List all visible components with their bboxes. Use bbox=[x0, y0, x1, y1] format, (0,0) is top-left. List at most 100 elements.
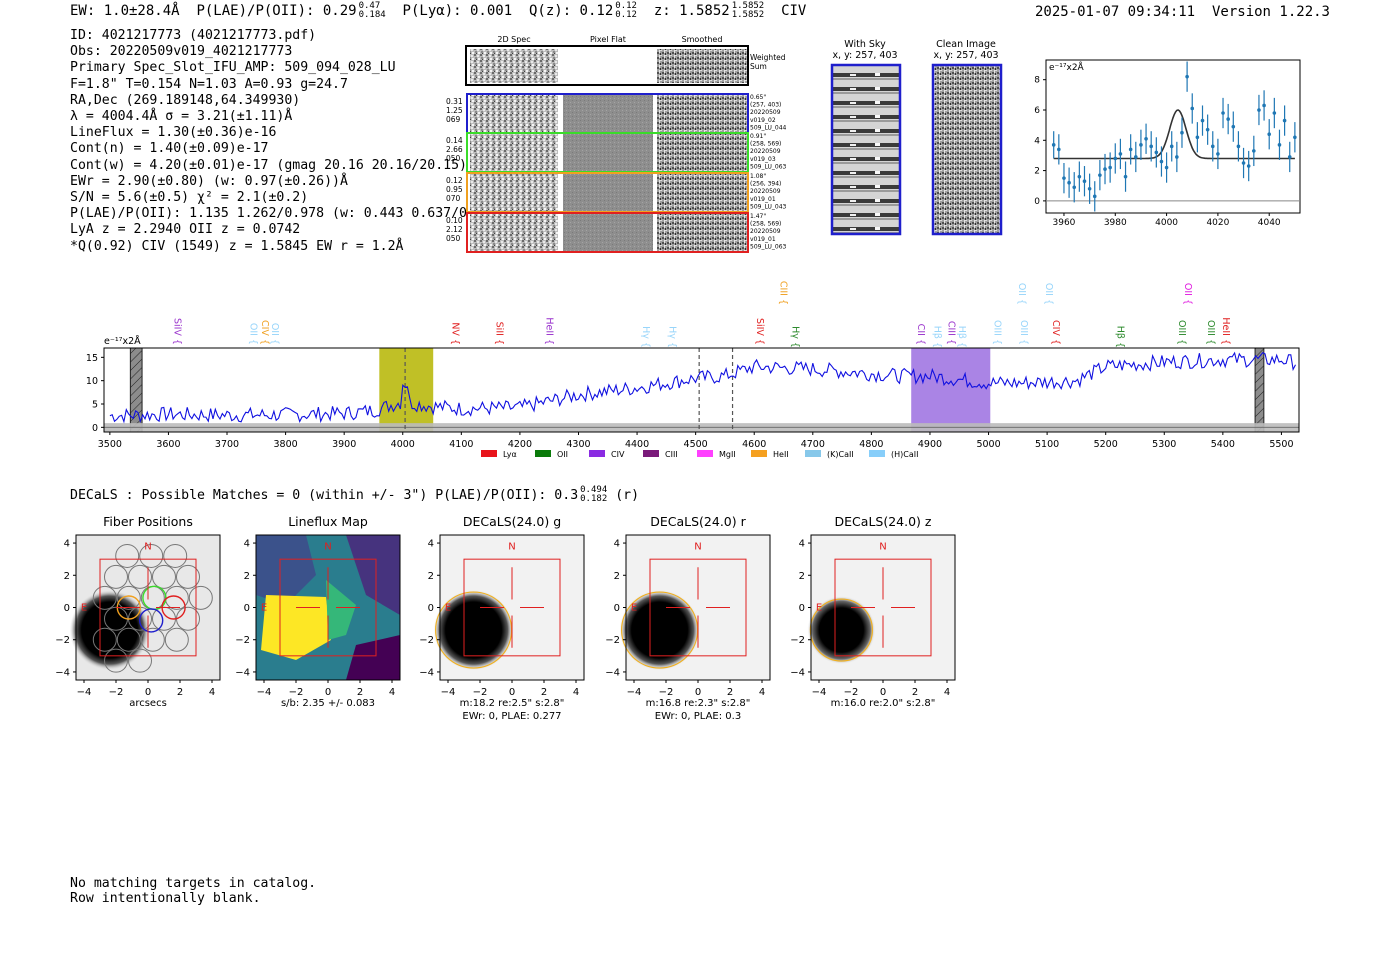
fiber-row-info: 20220509 bbox=[750, 109, 781, 116]
imaging-ytick-label: 2 bbox=[614, 571, 620, 582]
fiber-row-info: 0.65" bbox=[750, 94, 766, 101]
imaging-ytick-label: −2 bbox=[419, 635, 434, 646]
imaging-xtick-label: 4 bbox=[944, 687, 950, 698]
fiber-row-info: 509_LU_063 bbox=[750, 243, 787, 250]
fit-ytick-label: 8 bbox=[1034, 76, 1040, 86]
fit-data-point bbox=[1262, 103, 1266, 108]
fit-data-point bbox=[1051, 143, 1056, 147]
imaging-xtick-label: 0 bbox=[145, 687, 151, 698]
imaging-xtick-label: 4 bbox=[573, 687, 579, 698]
fiber-row-info: 509_LU_044 bbox=[750, 124, 787, 131]
imaging-ytick-label: −2 bbox=[605, 635, 620, 646]
north-label: N bbox=[144, 542, 151, 553]
info-line: RA,Dec (269.189148,64.349930) bbox=[70, 92, 301, 108]
emission-line-label: CII { bbox=[915, 324, 926, 345]
imaging-ytick-label: −2 bbox=[790, 635, 805, 646]
header-qz: Q(z): 0.12 bbox=[528, 3, 614, 19]
emission-line-label: CIII { bbox=[946, 321, 957, 345]
fiber-row-info: 20220509 bbox=[750, 228, 781, 235]
header-meta: 2025-01-07 09:34:11 Version 1.22.3 bbox=[1035, 4, 1330, 20]
fit-data-point bbox=[1062, 176, 1066, 180]
fit-data-point bbox=[1236, 144, 1241, 149]
imaging-xtick-label: 2 bbox=[357, 687, 363, 698]
info-line: Cont(w) = 4.20(±0.01)e-17 (gmag 20.16 20… bbox=[70, 157, 467, 173]
imaging-xtick-label: −2 bbox=[289, 687, 304, 698]
spectrum-legend-swatch bbox=[697, 450, 713, 457]
fit-data-point bbox=[1287, 155, 1292, 159]
spectrum-legend-label: HeII bbox=[773, 450, 789, 459]
east-label: E bbox=[816, 603, 822, 614]
fiber-row-info: 20220509 bbox=[750, 188, 781, 195]
galaxy-aperture bbox=[809, 598, 874, 662]
fit-data-point bbox=[1067, 180, 1071, 185]
fit-data-point bbox=[1200, 118, 1205, 123]
fiber-row-stat: 0.10 bbox=[446, 216, 463, 225]
header-z: z: 1.5852 bbox=[653, 3, 730, 19]
fit-data-point bbox=[1057, 147, 1061, 152]
galaxy-source bbox=[807, 596, 876, 665]
fit-data-point bbox=[1267, 132, 1272, 137]
emission-line-label: OIII { bbox=[1176, 320, 1187, 345]
imaging-ytick-label: 2 bbox=[64, 571, 70, 582]
fit-data-point bbox=[1164, 165, 1169, 170]
fiber-row-info: 0.91" bbox=[750, 133, 766, 140]
clean-image-frame bbox=[931, 63, 1003, 236]
imaging-panel-title: DECaLS(24.0) g bbox=[463, 514, 561, 529]
imaging-xtick-label: −2 bbox=[109, 687, 124, 698]
spectrum-xtick-label: 4400 bbox=[625, 439, 649, 450]
imaging-xtick-label: 4 bbox=[389, 687, 395, 698]
spectrum-xtick-label: 4700 bbox=[801, 439, 825, 450]
spectrum-ytick-label: 15 bbox=[86, 353, 98, 364]
fit-data-point bbox=[1231, 124, 1236, 129]
east-label: E bbox=[81, 603, 87, 614]
spectrum-xtick-label: 4200 bbox=[508, 439, 532, 450]
spectrum-legend-swatch bbox=[535, 450, 551, 457]
fiber-pixel-flat-cutout bbox=[563, 133, 653, 171]
fiber-footprint bbox=[152, 564, 176, 589]
imaging-xtick-label: −4 bbox=[257, 687, 272, 698]
info-line: Obs: 20220509v019_4021217773 bbox=[70, 44, 293, 60]
imaging-caption: s/b: 2.35 +/- 0.083 bbox=[281, 698, 375, 709]
imaging-ytick-label: −4 bbox=[605, 667, 620, 678]
spectrum-xtick-label: 4800 bbox=[859, 439, 883, 450]
fit-ytick-label: 4 bbox=[1034, 136, 1040, 146]
with-sky-title: x, y: 257, 403 bbox=[832, 50, 897, 61]
fit-data-point bbox=[1257, 108, 1261, 112]
imaging-xtick-label: 0 bbox=[880, 687, 886, 698]
fit-data-point bbox=[1159, 159, 1164, 164]
search-box bbox=[834, 558, 932, 657]
fit-data-point bbox=[1293, 135, 1297, 140]
fiber-row-info: (256, 394) bbox=[750, 181, 781, 188]
emission-line-label: OII { bbox=[269, 323, 280, 345]
north-label: N bbox=[879, 542, 886, 553]
east-label: E bbox=[445, 603, 451, 614]
imaging-panel-title: DECaLS(24.0) r bbox=[650, 514, 746, 529]
spectrum-ylabel: e⁻¹⁷x2Å bbox=[104, 335, 141, 347]
fiber-row-frame bbox=[466, 212, 749, 253]
fiber-footprint bbox=[128, 564, 152, 589]
spectrum-xtick-label: 3800 bbox=[273, 439, 297, 450]
fiber-row-stat: 069 bbox=[446, 115, 461, 124]
imaging-xtick-label: 2 bbox=[541, 687, 547, 698]
spectrum-legend-swatch bbox=[805, 450, 821, 457]
fiber-row-info: v019_01 bbox=[750, 236, 776, 243]
spectrum-highlight-span bbox=[379, 348, 434, 432]
fiber-footprint bbox=[164, 627, 189, 652]
north-label: N bbox=[694, 542, 701, 553]
imaging-xtick-label: −4 bbox=[812, 687, 827, 698]
spectrum-highlight-span bbox=[911, 348, 991, 432]
cutout-column-title: Pixel Flat bbox=[590, 35, 626, 44]
fit-data-point bbox=[1103, 167, 1107, 171]
selected-fiber bbox=[138, 608, 164, 633]
fiber-pixel-flat-cutout bbox=[563, 94, 653, 132]
header-line: CIV bbox=[781, 3, 807, 19]
info-line: *Q(0.92) CIV (1549) z = 1.5845 EW r = 1.… bbox=[70, 238, 404, 254]
imaging-xtick-label: 2 bbox=[912, 687, 918, 698]
fiber-row-info: (258, 569) bbox=[750, 221, 781, 228]
imaging-caption: EWr: 0, PLAE: 0.277 bbox=[462, 711, 561, 722]
imaging-ytick-label: −4 bbox=[55, 667, 70, 678]
fit-data-point bbox=[1190, 106, 1195, 111]
spectrum-legend-swatch bbox=[481, 450, 497, 457]
header-plya: P(Lyα): 0.001 bbox=[402, 3, 513, 19]
